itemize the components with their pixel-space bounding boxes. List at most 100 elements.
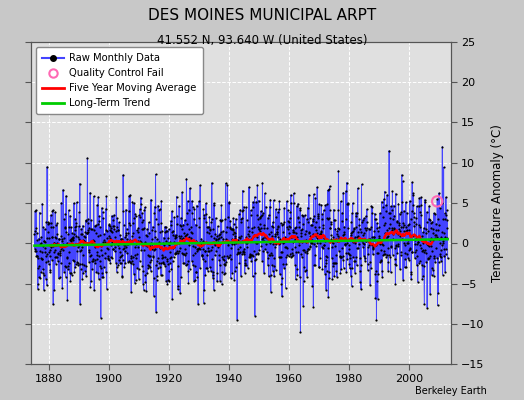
Point (348, 200, 357, 206)
Point (275, 206, 283, 212)
Point (122, 229, 130, 236)
Point (189, 262, 197, 269)
Point (112, 194, 121, 200)
Point (208, 244, 216, 250)
Point (329, 240, 337, 246)
Text: Berkeley Earth: Berkeley Earth (416, 386, 487, 396)
Point (226, 218, 234, 224)
Point (55, 236, 63, 242)
Point (90, 193, 98, 200)
Point (98, 274, 106, 280)
Point (96, 243, 105, 249)
Point (141, 279, 149, 286)
Point (431, 259, 440, 266)
Point (229, 215, 237, 222)
Point (266, 240, 274, 247)
Point (135, 212, 143, 218)
Point (299, 302, 308, 309)
Point (435, 190, 443, 196)
Point (297, 251, 305, 257)
Point (391, 190, 400, 197)
Point (53, 230, 61, 237)
Point (40, 286, 48, 293)
Point (64, 266, 72, 272)
Point (155, 239, 163, 245)
Point (85, 224, 93, 231)
Point (59, 186, 67, 193)
Point (91, 222, 99, 229)
Point (278, 293, 286, 300)
Point (398, 178, 407, 184)
Point (233, 237, 242, 244)
Point (221, 270, 229, 276)
Point (76, 261, 84, 268)
Point (222, 235, 231, 242)
Point (189, 243, 198, 249)
Point (54, 250, 62, 256)
Point (162, 224, 170, 230)
Point (429, 230, 437, 236)
Point (216, 229, 225, 235)
Point (371, 271, 379, 277)
Point (232, 264, 240, 270)
Point (316, 240, 324, 246)
Point (35, 274, 43, 281)
Point (365, 226, 374, 233)
Point (194, 224, 203, 231)
Point (110, 223, 118, 229)
Point (121, 234, 129, 240)
Point (263, 234, 271, 241)
Point (305, 228, 313, 235)
Point (201, 257, 210, 264)
Point (185, 225, 193, 232)
Point (437, 233, 445, 240)
Point (415, 260, 423, 266)
Point (99, 215, 107, 222)
Point (213, 223, 222, 229)
Point (420, 237, 429, 244)
Point (254, 250, 262, 256)
Point (264, 212, 272, 218)
Point (178, 189, 187, 195)
Point (436, 254, 445, 260)
Point (195, 246, 204, 252)
Point (408, 249, 416, 256)
Point (343, 256, 351, 262)
Point (396, 228, 405, 234)
Point (92, 230, 100, 236)
Point (356, 267, 364, 274)
Point (108, 246, 117, 252)
Point (373, 225, 381, 231)
Point (386, 254, 395, 260)
Point (101, 239, 110, 245)
Point (37, 240, 45, 246)
Point (355, 216, 364, 222)
Point (274, 234, 282, 241)
Point (99, 209, 107, 215)
Point (215, 235, 224, 242)
Point (391, 256, 399, 262)
Point (260, 222, 268, 228)
Point (199, 206, 208, 212)
Point (410, 249, 419, 255)
Point (376, 210, 384, 216)
Point (221, 261, 230, 267)
Point (378, 204, 387, 210)
Point (310, 224, 319, 231)
Point (188, 204, 196, 210)
Point (32, 253, 41, 260)
Point (144, 242, 152, 248)
Point (114, 227, 122, 234)
Point (200, 215, 208, 222)
Point (185, 234, 194, 240)
Point (262, 241, 270, 248)
Point (185, 241, 193, 248)
Point (191, 277, 200, 284)
Point (54, 275, 63, 282)
Point (375, 224, 384, 230)
Point (92, 222, 100, 228)
Point (253, 239, 261, 246)
Point (261, 203, 270, 210)
Point (392, 230, 401, 236)
Point (298, 254, 306, 260)
